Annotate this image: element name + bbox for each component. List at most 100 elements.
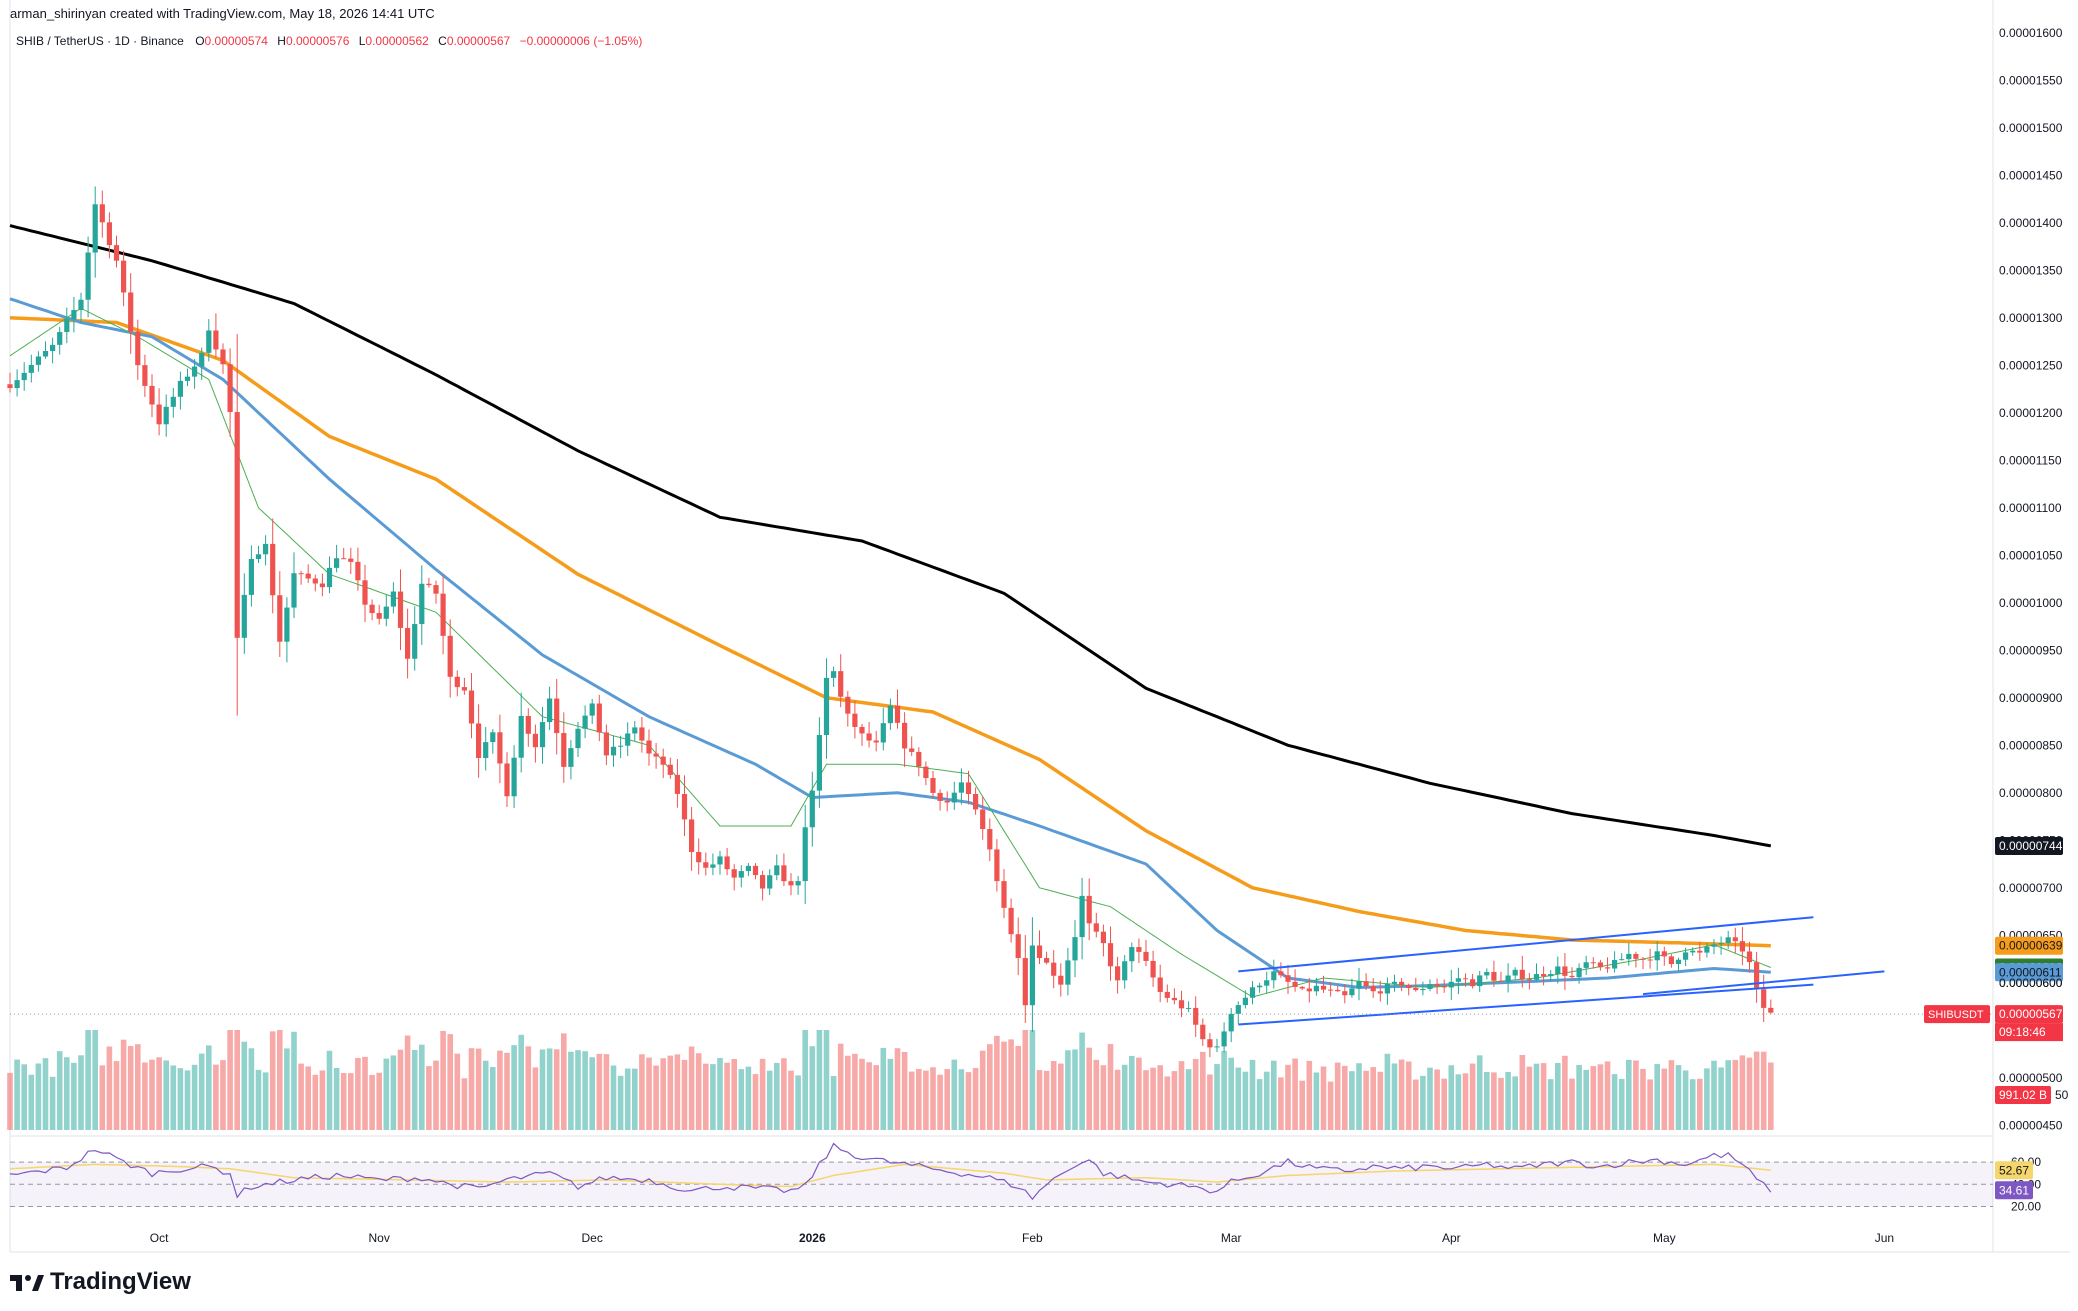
candle-body (1115, 966, 1121, 981)
candle-body (639, 727, 645, 741)
candle-body (1576, 967, 1582, 978)
candle-body (1590, 962, 1596, 964)
volume-bar (1697, 1078, 1703, 1130)
volume-bar (191, 1064, 198, 1130)
candle-body (1328, 989, 1334, 991)
candle-body (831, 671, 837, 678)
volume-bar (461, 1078, 468, 1130)
volume-bar (1363, 1070, 1369, 1130)
open-value: 0.00000574 (204, 34, 268, 48)
x-tick-label: Feb (1022, 1231, 1043, 1245)
volume-bar (681, 1059, 688, 1130)
volume-bar (1228, 1057, 1234, 1130)
candle-body (994, 849, 1000, 882)
candle-body (334, 558, 340, 568)
volume-bar (1689, 1079, 1696, 1130)
volume-bar (546, 1048, 553, 1130)
volume-bar (1732, 1059, 1739, 1130)
candle-body (405, 627, 411, 659)
volume-bar (490, 1066, 496, 1130)
volume-bar (447, 1034, 453, 1130)
volume-bar (1121, 1064, 1128, 1130)
candle-body (1420, 988, 1426, 991)
candle-body (816, 735, 822, 791)
candle-body (1562, 966, 1568, 976)
volume-bar (774, 1062, 780, 1130)
candle-body (1214, 1046, 1220, 1048)
y-tick-label: 0.00001600 (1999, 26, 2063, 40)
volume-bar (348, 1073, 354, 1130)
volume-bar (206, 1045, 212, 1130)
y-tick-label: 0.00000450 (1999, 1118, 2063, 1132)
symbol-label[interactable]: SHIB / TetherUS · 1D · Binance (16, 34, 184, 48)
candle-body (703, 862, 709, 868)
volume-bar (1214, 1064, 1220, 1130)
rsi-value: 34.61 (1999, 1183, 2029, 1197)
candle-body (965, 782, 972, 794)
candle-body (1711, 944, 1717, 947)
volume-bar (1455, 1074, 1462, 1130)
volume-bar (880, 1047, 887, 1130)
volume-bar (1654, 1064, 1660, 1130)
candle-body (92, 204, 98, 253)
volume-bar (135, 1044, 141, 1130)
volume-bar (1065, 1050, 1071, 1130)
candle-body (1640, 958, 1646, 960)
candle-body (1363, 981, 1369, 987)
tradingview-brand[interactable]: TradingView (10, 1268, 191, 1296)
volume-bar (1278, 1077, 1284, 1130)
volume-bar (1505, 1071, 1511, 1130)
candle-body (1221, 1031, 1227, 1047)
candle-body (795, 881, 801, 886)
candle-body (1008, 907, 1014, 935)
candle-body (1541, 974, 1547, 977)
volume-bar (1434, 1069, 1440, 1130)
volume-bar (937, 1074, 943, 1130)
candle-body (42, 351, 49, 357)
y-tick-label: 0.00001500 (1999, 121, 2063, 135)
candle-body (1612, 959, 1618, 969)
candle-body (845, 696, 851, 714)
volume-bar (710, 1064, 716, 1130)
volume-bar (781, 1058, 787, 1130)
volume-bar (1086, 1047, 1092, 1130)
volume-bar (667, 1055, 674, 1130)
volume-bar (340, 1073, 347, 1130)
volume-bar (575, 1050, 581, 1130)
candle-body (681, 793, 688, 820)
volume-bar (923, 1070, 929, 1130)
candle-body (745, 865, 751, 872)
candle-body (1604, 967, 1611, 969)
price-tag (1995, 936, 2063, 955)
candle-body (1448, 981, 1454, 988)
candle-body (1462, 978, 1469, 980)
y-tick-label: 0.00001150 (1999, 453, 2062, 467)
volume-bar (1157, 1065, 1163, 1130)
y-tick-label: 0.00001300 (1999, 311, 2063, 325)
candle-body (170, 396, 176, 407)
candle-body (802, 827, 808, 882)
volume-bar (1427, 1067, 1433, 1130)
candle-body (1746, 951, 1753, 963)
volume-bar (1675, 1065, 1682, 1130)
candle-body (859, 726, 865, 734)
y-tick-label: 0.00001350 (1999, 263, 2063, 277)
candle-body (518, 715, 524, 758)
candle-body (632, 727, 638, 734)
volume-bar (1420, 1075, 1426, 1130)
volume-bar (1349, 1071, 1355, 1130)
candle-body (71, 310, 77, 320)
volume-bar (426, 1066, 432, 1130)
volume-bar (397, 1049, 404, 1130)
candle-body (1207, 1039, 1213, 1048)
candle-body (710, 864, 716, 868)
candle-body (397, 591, 404, 628)
candle-body (873, 740, 879, 743)
volume-bar (390, 1055, 397, 1130)
volume-bar (987, 1044, 993, 1130)
candle-body (1171, 997, 1177, 1001)
candle-body (973, 793, 979, 810)
candle-body (433, 585, 439, 594)
candle-body (674, 774, 680, 794)
